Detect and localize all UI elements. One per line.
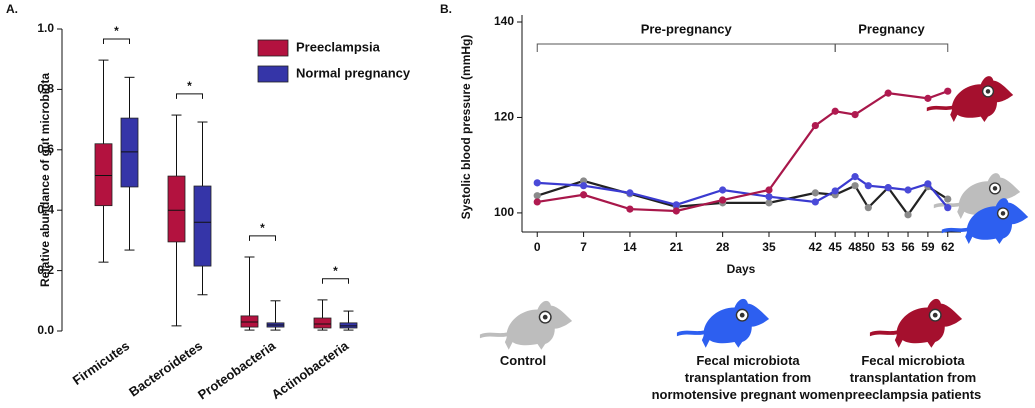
period-label: Pre-pregnancy	[641, 21, 733, 36]
series-marker	[944, 204, 952, 212]
y-tick-label: 0.8	[37, 82, 54, 96]
y-tick-label: 140	[494, 14, 514, 28]
y-tick-label: 0.2	[37, 263, 54, 277]
series-marker	[765, 199, 773, 207]
series-marker	[672, 207, 680, 215]
significance-bracket	[322, 278, 349, 284]
box	[167, 175, 186, 243]
series-marker	[884, 89, 892, 97]
box	[313, 317, 332, 329]
legend-icon	[676, 298, 770, 348]
x-tick-label: 21	[670, 240, 684, 254]
series-marker	[765, 186, 773, 194]
series-marker	[765, 193, 773, 201]
y-tick-label: 100	[494, 205, 514, 219]
legend-label: Fecal microbiota transplantation from pr…	[844, 353, 982, 402]
series-marker	[626, 189, 634, 197]
legend-label: Fecal microbiota transplantation from no…	[651, 353, 845, 402]
significance-label: *	[333, 264, 338, 278]
x-tick-label: 0	[534, 240, 541, 254]
legend-label: Control	[499, 353, 547, 368]
legend-label: Preeclampsia	[296, 39, 381, 54]
series-marker	[672, 201, 680, 209]
series-marker	[811, 198, 819, 206]
series-marker	[924, 94, 932, 102]
x-tick-label: 50	[862, 240, 876, 254]
series-marker	[579, 182, 588, 190]
series-marker	[851, 173, 859, 181]
significance-bracket	[249, 235, 276, 241]
series-marker	[811, 121, 819, 130]
x-axis-label: Days	[727, 262, 756, 276]
series-marker	[719, 186, 727, 194]
x-tick-label: 14	[623, 240, 637, 254]
series-marker	[944, 195, 952, 203]
series-marker	[904, 186, 912, 194]
series-marker	[864, 182, 872, 190]
y-tick-label: 120	[494, 110, 514, 124]
series-marker	[904, 211, 912, 219]
x-tick-label: 48	[848, 240, 862, 254]
x-tick-label: 35	[762, 240, 776, 254]
legend-icon	[479, 300, 573, 350]
x-tick-label: 7	[580, 240, 587, 254]
legend-swatch	[257, 65, 289, 83]
series-marker	[626, 205, 634, 213]
x-tick-label: Actinobacteria	[269, 338, 352, 403]
x-tick-label: 53	[881, 240, 895, 254]
y-tick-label: 0.4	[37, 202, 54, 216]
series-marker	[533, 198, 541, 206]
x-tick-label: 59	[921, 240, 935, 254]
box	[94, 143, 113, 207]
panel-label: B.	[440, 2, 452, 16]
y-tick-label: 1.0	[37, 21, 54, 35]
series-marker	[579, 191, 588, 199]
series-marker	[851, 110, 859, 119]
legend-icon	[869, 298, 963, 348]
significance-label: *	[260, 221, 265, 235]
x-tick-label: 62	[941, 240, 955, 254]
box	[193, 185, 212, 267]
series-marker	[851, 182, 859, 190]
series-icon	[926, 75, 1014, 122]
legend-label: Normal pregnancy	[296, 65, 411, 80]
panel-label: A.	[6, 2, 18, 16]
x-tick-label: Firmicutes	[70, 338, 132, 388]
y-tick-label: 0.6	[37, 142, 54, 156]
y-tick-label: 0.0	[37, 323, 54, 337]
series-marker	[884, 184, 892, 192]
series-marker	[944, 87, 952, 95]
series-marker	[533, 192, 541, 200]
series-marker	[719, 196, 727, 204]
x-tick-label: 42	[809, 240, 823, 254]
significance-bracket	[103, 38, 130, 44]
series-marker	[831, 187, 839, 195]
series-marker	[533, 179, 541, 187]
series-marker	[864, 204, 872, 212]
x-tick-label: 45	[829, 240, 843, 254]
series-marker	[811, 189, 819, 197]
series-marker	[831, 107, 839, 115]
x-tick-label: 28	[716, 240, 730, 254]
legend-swatch	[257, 39, 289, 57]
y-axis-label: Relative abundance of gut microbiota	[38, 73, 52, 287]
x-tick-label: Bacteroidetes	[126, 338, 205, 400]
y-axis-label: Systolic blood pressure (mmHg)	[459, 35, 473, 220]
period-label: Pregnancy	[858, 21, 925, 36]
series-marker	[924, 180, 932, 188]
significance-label: *	[187, 79, 192, 93]
series-line	[537, 90, 949, 213]
box	[120, 117, 139, 188]
period-bracket	[536, 43, 836, 52]
x-tick-label: Proteobacteria	[195, 338, 279, 403]
significance-label: *	[114, 24, 119, 38]
period-bracket	[834, 43, 949, 52]
x-tick-label: 56	[901, 240, 915, 254]
significance-bracket	[176, 93, 203, 99]
